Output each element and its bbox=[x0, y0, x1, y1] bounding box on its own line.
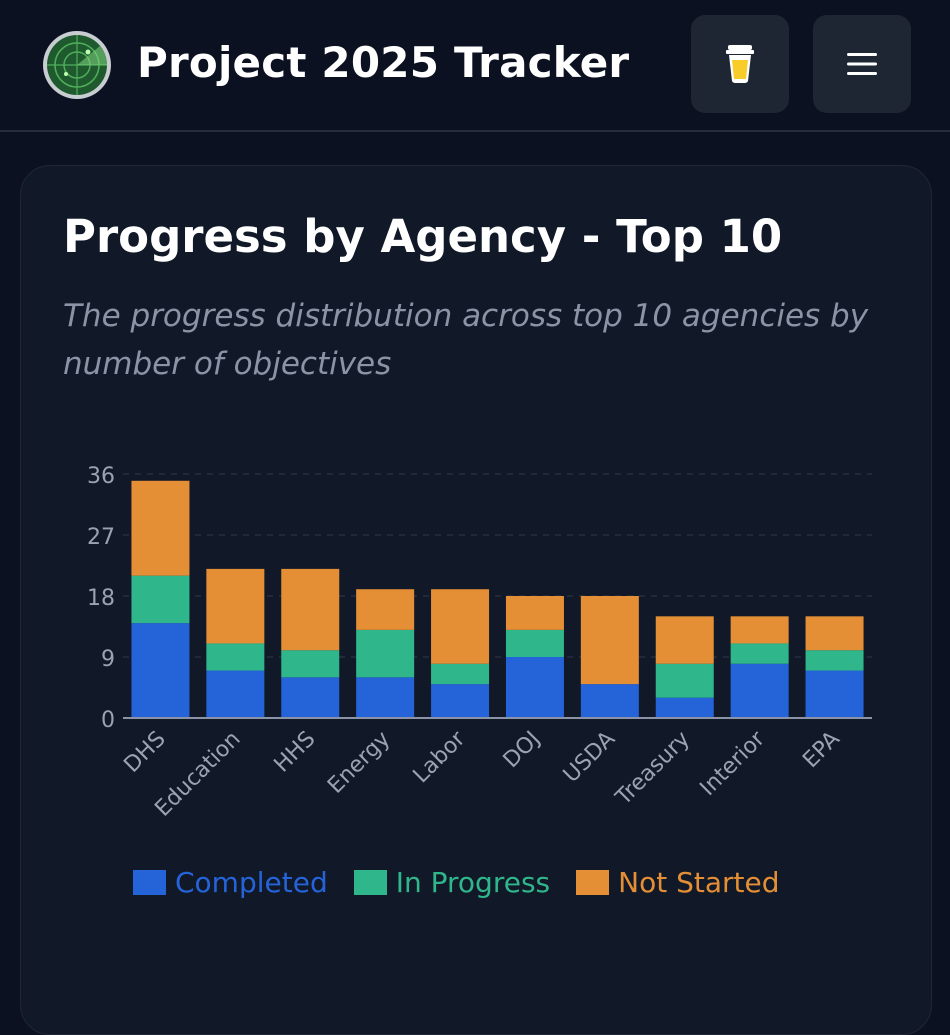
legend-label: Completed bbox=[175, 866, 328, 899]
legend-swatch bbox=[576, 870, 610, 895]
x-tick-label: EPA bbox=[798, 727, 845, 774]
bar-completed bbox=[505, 657, 564, 718]
bar-not-started bbox=[281, 568, 340, 651]
bar-in-progress bbox=[805, 650, 864, 671]
bar-completed bbox=[356, 677, 415, 718]
y-tick-label: 36 bbox=[87, 464, 115, 489]
x-tick-label: Interior bbox=[695, 726, 770, 801]
legend-label: Not Started bbox=[618, 866, 780, 899]
y-tick-label: 18 bbox=[87, 586, 115, 611]
bar-not-started bbox=[505, 596, 564, 630]
menu-button[interactable] bbox=[813, 15, 911, 113]
legend-item[interactable]: Not Started bbox=[576, 866, 779, 899]
legend-label: In Progress bbox=[395, 866, 551, 899]
y-tick-label: 0 bbox=[101, 708, 115, 733]
card-title: Progress by Agency - Top 10 bbox=[63, 210, 783, 263]
chart-legend: Completed In Progress Not Started bbox=[133, 866, 805, 899]
chart-card: Progress by Agency - Top 10 The progress… bbox=[20, 165, 932, 1035]
hamburger-menu-icon bbox=[847, 53, 877, 75]
bar-in-progress bbox=[206, 643, 265, 671]
x-tick-label: Energy bbox=[323, 727, 395, 799]
bar-completed bbox=[580, 684, 639, 718]
x-tick-label: DOJ bbox=[499, 727, 545, 773]
bar-in-progress bbox=[431, 663, 490, 685]
coffee-cup-icon bbox=[726, 45, 754, 83]
app-title: Project 2025 Tracker bbox=[137, 38, 630, 87]
coffee-button[interactable] bbox=[691, 15, 789, 113]
legend-swatch bbox=[133, 870, 166, 895]
bar-completed bbox=[655, 697, 714, 718]
bar-completed bbox=[730, 663, 789, 718]
y-tick-label: 27 bbox=[87, 525, 115, 550]
x-tick-label: DHS bbox=[119, 727, 170, 778]
bar-completed bbox=[431, 684, 490, 718]
x-tick-label: Treasury bbox=[611, 727, 695, 811]
bar-not-started bbox=[580, 596, 639, 685]
bar-in-progress bbox=[356, 629, 415, 678]
bar-not-started bbox=[730, 616, 789, 644]
x-tick-label: USDA bbox=[559, 727, 620, 788]
bar-in-progress bbox=[131, 575, 190, 624]
bar-completed bbox=[805, 670, 864, 718]
bar-not-started bbox=[356, 589, 415, 630]
app-header: Project 2025 Tracker bbox=[0, 0, 950, 132]
y-tick-label: 9 bbox=[101, 647, 115, 672]
bar-in-progress bbox=[655, 663, 714, 698]
bar-not-started bbox=[431, 589, 490, 664]
bar-completed bbox=[131, 623, 190, 718]
bar-not-started bbox=[655, 616, 714, 664]
legend-item[interactable]: Completed bbox=[133, 866, 328, 899]
bar-completed bbox=[281, 677, 340, 718]
card-subtitle: The progress distribution across top 10 … bbox=[63, 298, 869, 382]
x-tick-label: HHS bbox=[270, 727, 321, 778]
bar-in-progress bbox=[730, 643, 789, 664]
bar-not-started bbox=[206, 568, 265, 644]
bar-in-progress bbox=[505, 629, 564, 657]
bar-not-started bbox=[131, 480, 190, 576]
x-tick-label: Labor bbox=[409, 726, 471, 788]
bar-completed bbox=[206, 670, 265, 718]
bar-in-progress bbox=[281, 650, 340, 678]
legend-swatch bbox=[353, 870, 387, 895]
bar-not-started bbox=[805, 616, 864, 651]
legend-item[interactable]: In Progress bbox=[353, 866, 551, 899]
radar-icon[interactable] bbox=[42, 30, 112, 100]
